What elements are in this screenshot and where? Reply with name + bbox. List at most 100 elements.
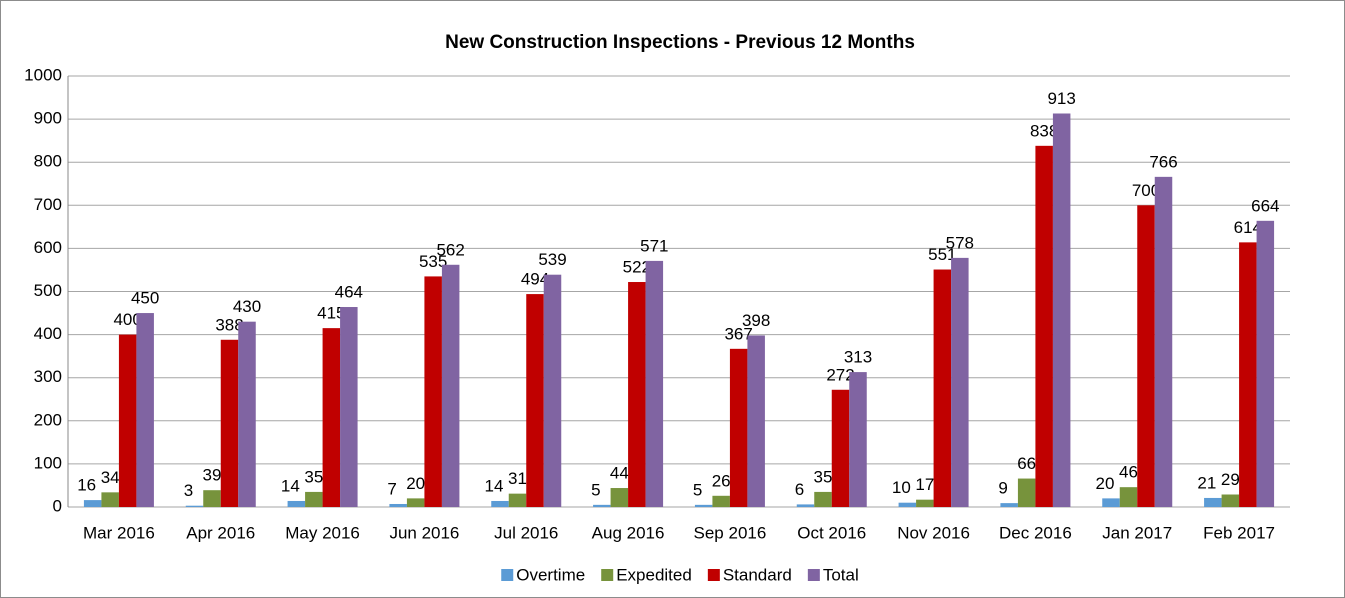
bar <box>1154 176 1173 507</box>
data-label: 16 <box>77 476 96 495</box>
chart-title: New Construction Inspections - Previous … <box>445 32 915 53</box>
bar <box>951 257 969 507</box>
bar <box>1119 487 1138 507</box>
data-label: 539 <box>538 250 566 269</box>
data-label: 522 <box>623 258 651 277</box>
x-tick-label: Jul 2016 <box>494 523 558 542</box>
data-label: 367 <box>724 324 752 343</box>
legend-label: Total <box>823 565 859 584</box>
data-label: 10 <box>892 478 911 497</box>
data-label: 6 <box>795 480 804 499</box>
bar <box>424 276 442 507</box>
data-label: 34 <box>101 468 120 487</box>
x-tick-label: Dec 2016 <box>999 523 1072 542</box>
bar <box>203 490 221 507</box>
legend-label: Overtime <box>516 565 585 584</box>
data-label: 494 <box>521 270 549 289</box>
bar <box>1052 113 1071 507</box>
x-tick-label: Mar 2016 <box>83 523 155 542</box>
bar <box>747 335 765 507</box>
bar <box>406 498 425 507</box>
data-label: 464 <box>335 283 363 302</box>
y-tick-label: 100 <box>34 453 62 472</box>
bar <box>526 294 544 507</box>
data-label: 46 <box>1119 463 1138 482</box>
bar <box>220 339 239 507</box>
data-label: 535 <box>419 252 447 271</box>
bar <box>389 503 407 507</box>
y-tick-label: 1000 <box>24 65 62 84</box>
data-label: 664 <box>1251 196 1279 215</box>
bar <box>101 492 119 507</box>
data-label: 571 <box>640 236 668 255</box>
bar <box>83 500 102 507</box>
x-tick-label: Nov 2016 <box>897 523 970 542</box>
legend-swatch <box>707 569 720 581</box>
data-label: 614 <box>1234 218 1262 237</box>
bar <box>1137 205 1155 508</box>
bar <box>118 334 137 507</box>
x-tick-label: Sep 2016 <box>694 523 767 542</box>
data-label: 400 <box>113 310 141 329</box>
data-label: 9 <box>998 479 1007 498</box>
data-label: 66 <box>1017 454 1036 473</box>
y-tick-label: 900 <box>34 109 62 128</box>
data-label: 415 <box>317 304 345 323</box>
data-label: 26 <box>712 471 731 490</box>
bar <box>933 269 952 507</box>
data-label: 913 <box>1047 89 1075 108</box>
bar <box>136 313 154 507</box>
y-tick-label: 700 <box>34 195 62 214</box>
bar <box>1035 145 1053 507</box>
x-tick-label: Jun 2016 <box>389 523 459 542</box>
data-label: 578 <box>946 233 974 252</box>
bar <box>1221 494 1240 507</box>
data-label: 551 <box>928 245 956 264</box>
y-tick-label: 300 <box>34 367 62 386</box>
data-label: 562 <box>436 240 464 259</box>
y-tick-label: 200 <box>34 410 62 429</box>
bar <box>898 502 917 507</box>
bar <box>796 504 815 507</box>
data-label: 5 <box>591 480 600 499</box>
bar <box>814 491 832 507</box>
data-label: 272 <box>826 365 854 384</box>
bar <box>491 500 509 507</box>
data-label: 31 <box>508 469 527 488</box>
bar <box>694 504 713 507</box>
data-label: 21 <box>1197 473 1216 492</box>
legend-swatch <box>601 569 614 581</box>
bar <box>628 282 646 507</box>
data-label: 3 <box>184 481 193 500</box>
legend-label: Expedited <box>616 565 692 584</box>
x-tick-label: Apr 2016 <box>186 523 255 542</box>
bar <box>729 348 748 507</box>
bar <box>238 321 256 507</box>
data-label: 39 <box>203 466 222 485</box>
bar <box>916 499 934 507</box>
bar <box>1000 503 1018 507</box>
data-label: 20 <box>406 474 425 493</box>
bar <box>508 493 527 507</box>
bar <box>1017 478 1036 507</box>
y-tick-label: 0 <box>53 496 62 515</box>
data-label: 14 <box>485 476 504 495</box>
x-tick-label: Oct 2016 <box>797 523 866 542</box>
data-label: 20 <box>1096 474 1115 493</box>
data-label: 44 <box>610 464 629 483</box>
data-label: 35 <box>814 467 833 486</box>
bar <box>1256 220 1275 508</box>
legend-label: Standard <box>723 565 792 584</box>
data-label: 5 <box>693 480 702 499</box>
bar <box>441 264 460 507</box>
y-tick-label: 800 <box>34 152 62 171</box>
data-label: 430 <box>233 297 261 316</box>
bar <box>593 504 611 507</box>
bar <box>831 389 850 507</box>
bar <box>610 488 629 507</box>
data-label: 838 <box>1030 121 1058 140</box>
y-tick-label: 600 <box>34 238 62 257</box>
legend-swatch <box>807 569 820 581</box>
data-label: 313 <box>844 348 872 367</box>
